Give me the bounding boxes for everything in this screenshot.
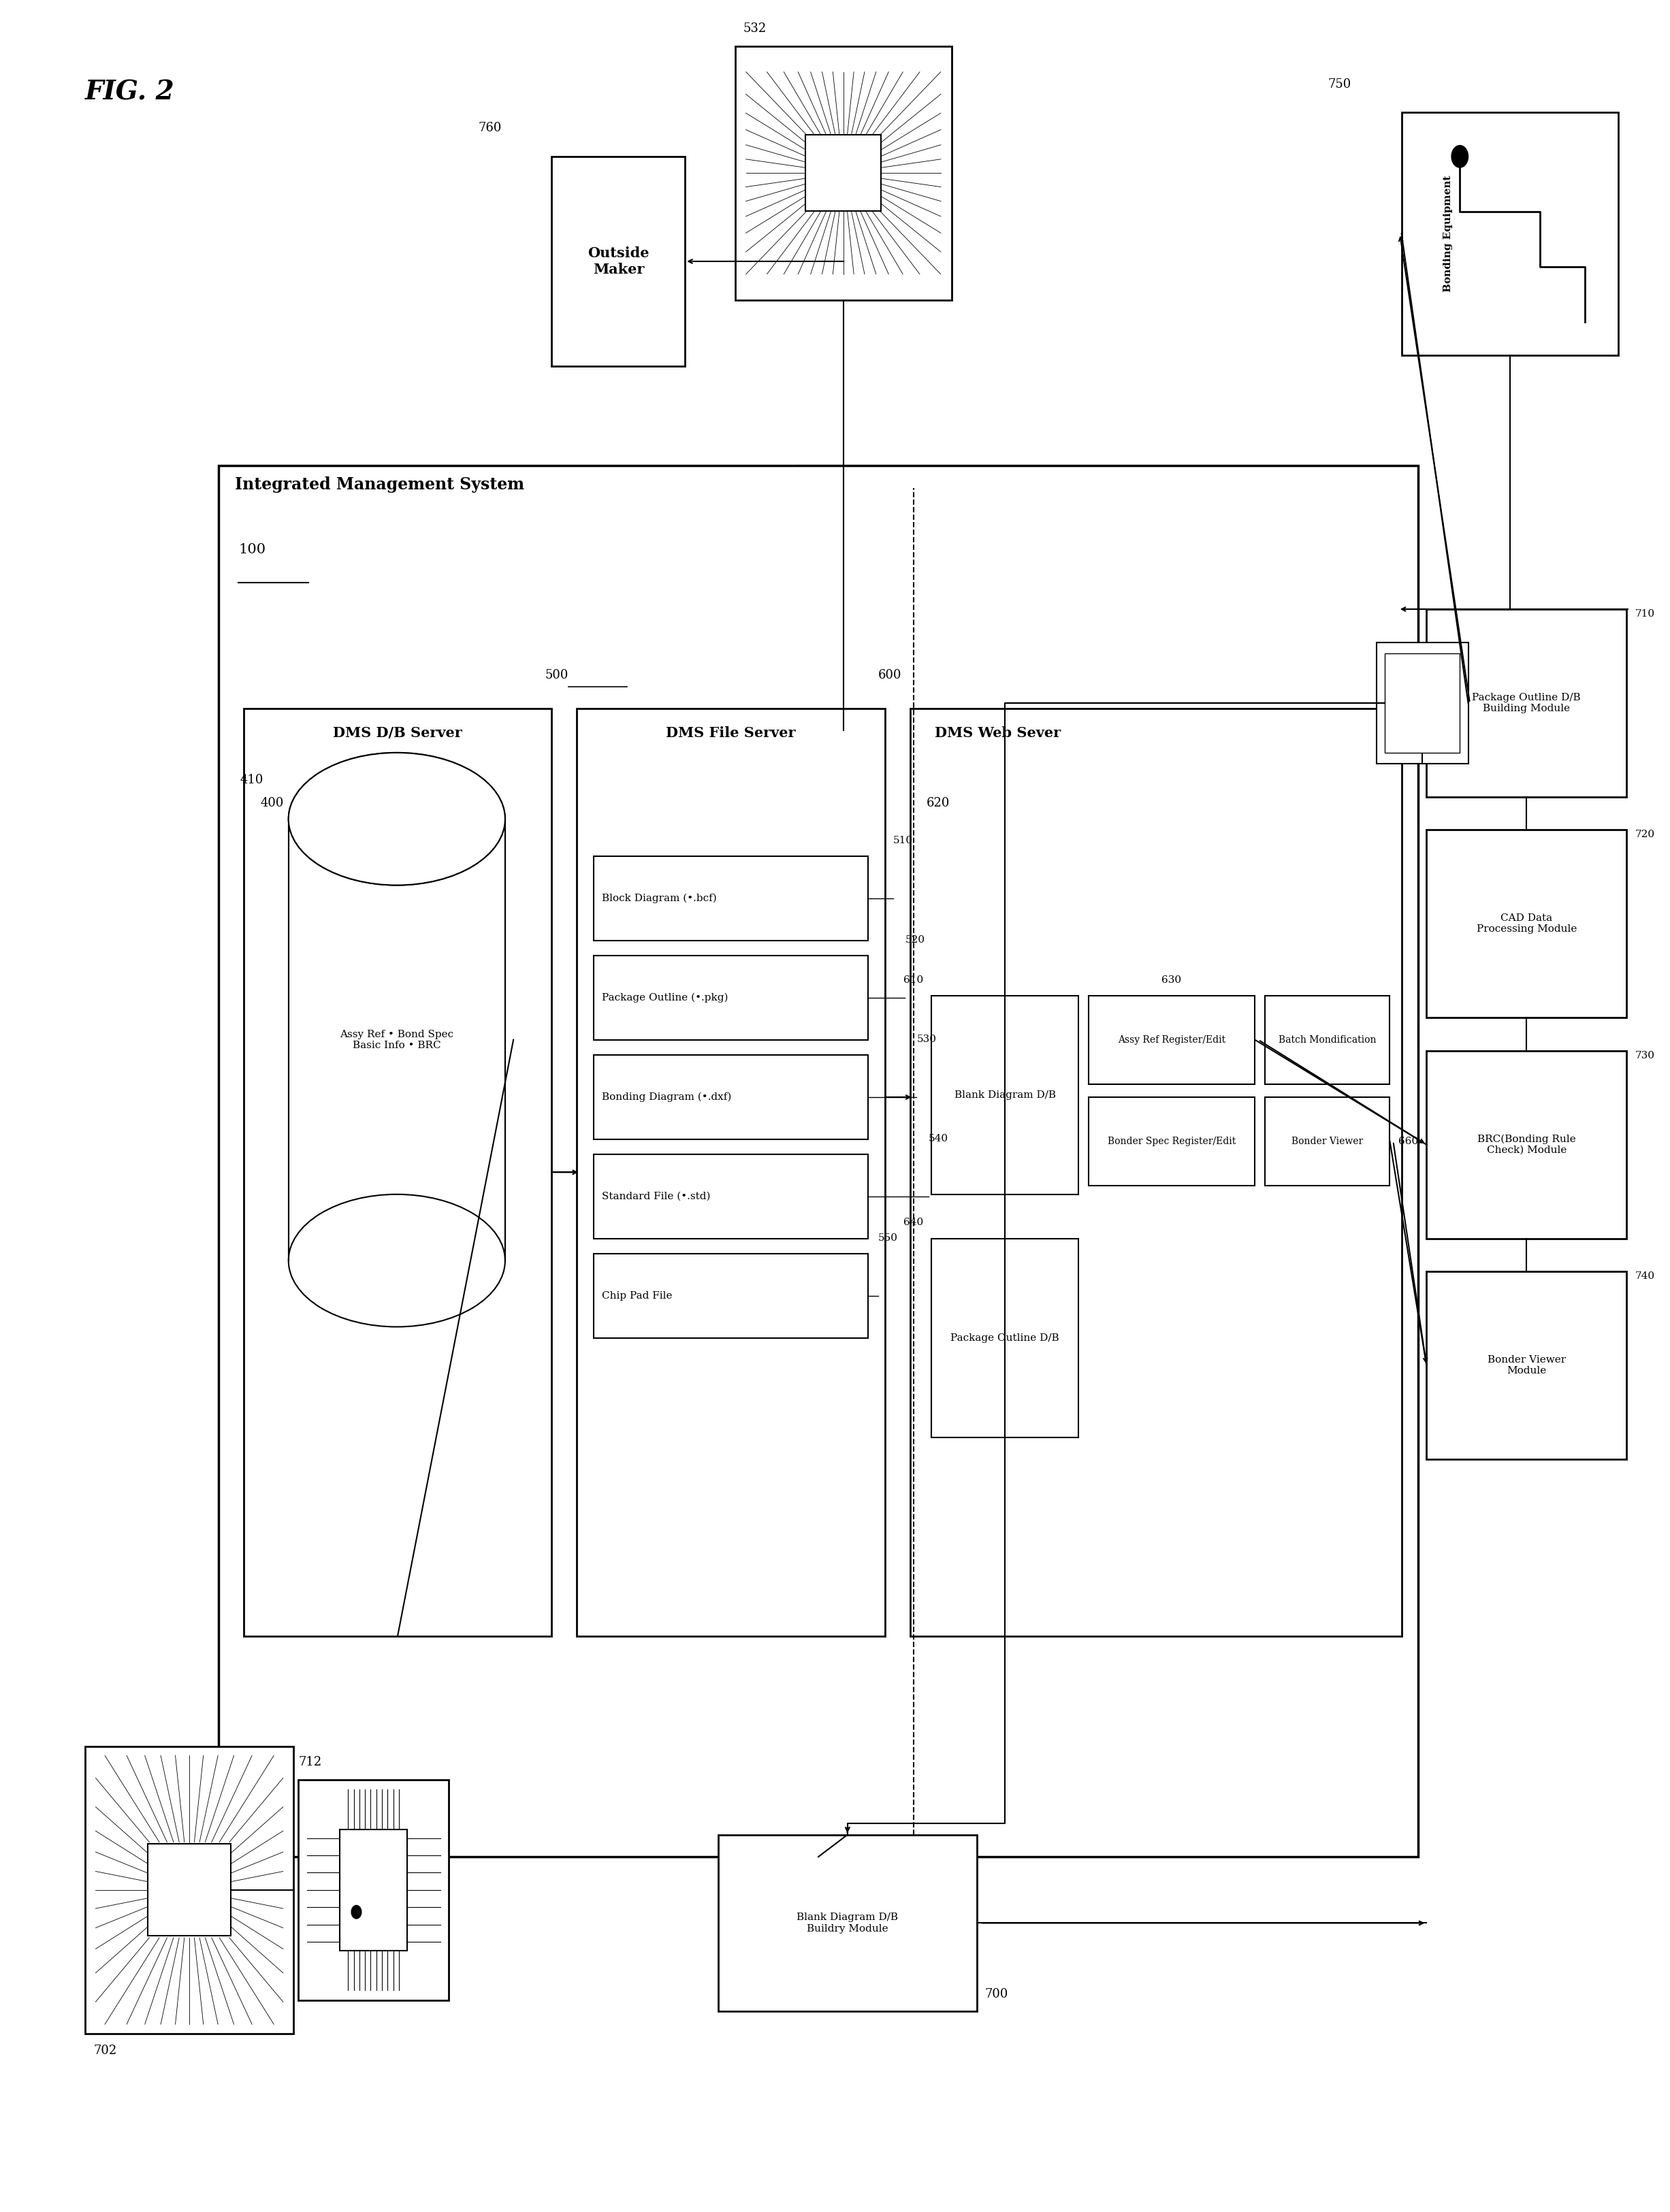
Bar [1264, 995, 1389, 1084]
Text: Package Outline D/B: Package Outline D/B [950, 1334, 1059, 1343]
Text: Bonding Diagram (•.dxf): Bonding Diagram (•.dxf) [601, 1093, 731, 1102]
Bar [932, 1239, 1079, 1438]
Text: 702: 702 [94, 2044, 117, 2057]
Bar [593, 956, 868, 1040]
Bar [219, 465, 1418, 1856]
Text: 712: 712 [299, 1756, 322, 1767]
Text: Package Outline D/B
Building Module: Package Outline D/B Building Module [1473, 692, 1581, 712]
Text: Bonder Viewer: Bonder Viewer [1291, 1137, 1363, 1146]
Bar [593, 1055, 868, 1139]
Text: 532: 532 [743, 22, 767, 35]
Text: 410: 410 [240, 774, 264, 785]
Text: Assy Ref • Bond Spec
Basic Info • BRC: Assy Ref • Bond Spec Basic Info • BRC [341, 1029, 454, 1051]
Bar [244, 708, 551, 1637]
Bar [1384, 653, 1460, 752]
Text: 400: 400 [261, 796, 284, 810]
Text: 740: 740 [1635, 1272, 1655, 1281]
Text: Bonding Equipment: Bonding Equipment [1443, 175, 1453, 292]
Text: DMS Web Sever: DMS Web Sever [935, 726, 1060, 739]
Ellipse shape [289, 752, 504, 885]
Text: 510: 510 [893, 836, 913, 845]
Text: Standard File (•.std): Standard File (•.std) [601, 1192, 710, 1201]
Bar [1401, 113, 1618, 356]
Bar [289, 818, 504, 1261]
Text: 520: 520 [905, 936, 925, 945]
Bar [1089, 1097, 1254, 1186]
Bar [735, 46, 952, 301]
Text: 730: 730 [1635, 1051, 1655, 1060]
Text: Integrated Management System: Integrated Management System [235, 476, 524, 493]
Text: 640: 640 [903, 1219, 924, 1228]
Text: TEXT: TEXT [1406, 732, 1438, 741]
Bar [593, 856, 868, 940]
Text: Bonder Viewer
Module: Bonder Viewer Module [1488, 1356, 1566, 1376]
Text: Chip Pad File: Chip Pad File [601, 1292, 673, 1301]
Text: 700: 700 [985, 1989, 1009, 2000]
Bar [1426, 608, 1627, 796]
Bar [805, 135, 882, 210]
Text: 610: 610 [903, 975, 924, 984]
Bar [1264, 1097, 1389, 1186]
Bar [593, 1254, 868, 1338]
Text: 720: 720 [1635, 830, 1655, 841]
Text: DMS D/B Server: DMS D/B Server [332, 726, 463, 739]
Ellipse shape [289, 752, 504, 885]
Bar [576, 708, 885, 1637]
Bar [85, 1747, 294, 2033]
Bar [299, 1778, 449, 2000]
Text: Block Diagram (•.bcf): Block Diagram (•.bcf) [601, 894, 716, 902]
Circle shape [1451, 146, 1468, 168]
Text: Bonder Spec Register/Edit: Bonder Spec Register/Edit [1107, 1137, 1236, 1146]
Text: 540: 540 [929, 1135, 949, 1144]
Bar [1426, 830, 1627, 1018]
Ellipse shape [289, 1194, 504, 1327]
Bar [718, 1834, 977, 2011]
Text: 500: 500 [544, 668, 568, 681]
Bar [1426, 1051, 1627, 1239]
Text: BRC(Bonding Rule
Check) Module: BRC(Bonding Rule Check) Module [1478, 1135, 1576, 1155]
Text: 530: 530 [917, 1035, 937, 1044]
Text: 660: 660 [1398, 1137, 1418, 1146]
Text: Package Outline (•.pkg): Package Outline (•.pkg) [601, 993, 728, 1002]
Text: FIG. 2: FIG. 2 [85, 80, 175, 104]
Bar [593, 1155, 868, 1239]
Bar [1376, 641, 1468, 763]
Text: Blank Diagram D/B
Buildry Module: Blank Diagram D/B Buildry Module [797, 1913, 898, 1933]
Text: 100: 100 [239, 542, 266, 555]
Circle shape [351, 1905, 361, 1918]
Text: CAD Data
Processing Module: CAD Data Processing Module [1476, 914, 1576, 933]
Text: Assy Ref Register/Edit: Assy Ref Register/Edit [1117, 1035, 1226, 1044]
Bar [1426, 1272, 1627, 1460]
Text: 710: 710 [1635, 608, 1655, 619]
Bar [1089, 995, 1254, 1084]
Text: 600: 600 [878, 668, 902, 681]
Text: 630: 630 [1162, 975, 1181, 984]
Text: 550: 550 [878, 1234, 898, 1243]
Text: 620: 620 [927, 796, 950, 810]
Text: Batch Mondification: Batch Mondification [1279, 1035, 1376, 1044]
Bar [147, 1845, 230, 1936]
Bar [339, 1829, 407, 1951]
Text: DMS File Server: DMS File Server [666, 726, 795, 739]
Text: Blank Diagram D/B: Blank Diagram D/B [954, 1091, 1055, 1099]
Text: 760: 760 [478, 122, 501, 135]
Bar [551, 157, 685, 367]
Bar [910, 708, 1401, 1637]
Text: Outside
Maker: Outside Maker [588, 248, 650, 276]
Text: 750: 750 [1328, 77, 1351, 91]
Bar [932, 995, 1079, 1194]
